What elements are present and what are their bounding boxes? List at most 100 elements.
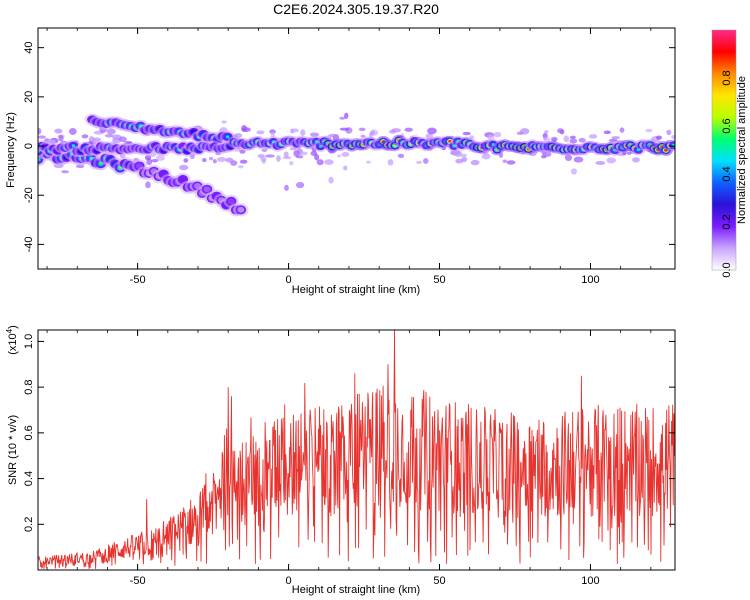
- colorbar-tick-label: 0.2: [721, 214, 733, 229]
- snr-series-line: [38, 330, 675, 570]
- figure-title: C2E6.2024.305.19.37.R20: [273, 1, 439, 17]
- heatmap-cell: [556, 128, 564, 134]
- heatmap-cell: [544, 130, 549, 134]
- heatmap-cell: [368, 132, 374, 138]
- heatmap-cell: [38, 127, 42, 135]
- heatmap-cell: [563, 135, 570, 143]
- spectrogram-ytick-label: 40: [23, 42, 35, 54]
- heatmap-cell: [300, 129, 306, 136]
- snr-xtick-label: -50: [130, 575, 146, 587]
- heatmap-cell: [104, 134, 114, 138]
- heatmap-cell: [454, 150, 463, 158]
- spectrogram-ylabel: Frequency (Hz): [5, 112, 17, 188]
- heatmap-cell: [336, 154, 341, 158]
- heatmap-cell: [146, 158, 153, 166]
- heatmap-cell: [573, 156, 584, 163]
- heatmap-cell: [225, 135, 230, 139]
- snr-panel: -50 0 50 100 1.0 0.8 0.6 0.4 0.2 Height of strai…: [5, 325, 676, 596]
- heatmap-cell: [542, 137, 548, 141]
- heatmap-cell: [358, 127, 366, 131]
- heatmap-cell: [202, 158, 207, 163]
- heatmap-cell: [550, 136, 558, 142]
- heatmap-cell: [316, 159, 324, 166]
- spectrogram-xtick-label: 50: [433, 274, 445, 286]
- heatmap-cell: [603, 130, 611, 135]
- heatmap-cell: [238, 165, 244, 169]
- heatmap-cell: [241, 124, 247, 132]
- spectrogram-ytick-label: 0: [23, 143, 35, 149]
- heatmap-cell: [404, 127, 413, 132]
- heatmap-cell: [619, 127, 625, 133]
- heatmap-cell: [397, 153, 405, 159]
- heatmap-cell: [289, 160, 294, 166]
- snr-xlabel: Height of straight line (km): [292, 584, 420, 596]
- heatmap-cell: [296, 181, 305, 189]
- heatmap-cell: [666, 129, 672, 136]
- heatmap-cell: [119, 136, 127, 143]
- heatmap-cell: [284, 184, 289, 191]
- heatmap-cell: [595, 160, 606, 166]
- heatmap-cell: [61, 170, 69, 174]
- heatmap-cell: [145, 181, 151, 189]
- snr-ylabel: SNR (10 * v/v): [7, 415, 19, 485]
- spectrogram-frame: [37, 27, 676, 270]
- heatmap-cell: [71, 144, 76, 147]
- colorbar-tick-label: 0.0: [721, 262, 733, 277]
- spectrogram-xlabel: Height of straight line (km): [292, 284, 420, 296]
- heatmap-cell: [208, 156, 214, 161]
- heatmap-cell: [183, 158, 189, 163]
- heatmap-cell: [309, 132, 320, 137]
- heatmap-cell: [179, 164, 189, 171]
- spectrogram-heatmap: [38, 112, 675, 217]
- heatmap-cell: [461, 156, 468, 163]
- heatmap-cell: [227, 198, 235, 205]
- heatmap-cell: [343, 165, 348, 171]
- heatmap-cell: [221, 120, 227, 124]
- heatmap-cell: [68, 127, 77, 135]
- heatmap-cell: [324, 159, 334, 165]
- heatmap-cell: [58, 134, 64, 142]
- heatmap-cell: [54, 128, 63, 134]
- spectrogram-ytick-label: -40: [23, 236, 35, 252]
- heatmap-cell: [276, 155, 281, 162]
- heatmap-cell: [387, 159, 394, 166]
- heatmap-cell: [416, 160, 423, 165]
- colorbar-tick-label: 0.4: [721, 166, 733, 181]
- heatmap-cell: [341, 151, 350, 157]
- heatmap-cell: [328, 176, 334, 184]
- heatmap-cell: [291, 128, 299, 133]
- heatmap-cell: [339, 127, 350, 131]
- heatmap-cell: [656, 135, 663, 140]
- heatmap-cell: [502, 159, 507, 163]
- heatmap-cell: [671, 135, 675, 139]
- heatmap-cell: [481, 153, 491, 160]
- spectrogram-ytick-label: -20: [23, 187, 35, 203]
- snr-xtick-label: 100: [581, 575, 599, 587]
- heatmap-cell: [293, 150, 300, 157]
- spectrogram-panel: -50 0 50 100 40 20 0 -20 -40 Height of straight …: [5, 27, 676, 296]
- snr-ytick-label: 1.0: [23, 334, 35, 349]
- heatmap-cell: [298, 151, 308, 156]
- heatmap-cell: [260, 156, 267, 162]
- colorbar-frame: [711, 29, 737, 271]
- heatmap-cell: [261, 148, 268, 153]
- heatmap-cell: [569, 138, 578, 144]
- heatmap-cell: [237, 206, 245, 213]
- heatmap-cell: [265, 154, 275, 158]
- heatmap-cell: [422, 158, 429, 164]
- heatmap-cell: [611, 136, 621, 140]
- heatmap-cell: [608, 138, 618, 142]
- heatmap-cell: [470, 159, 480, 166]
- heatmap-cell: [179, 176, 187, 183]
- heatmap-cell: [564, 154, 573, 161]
- heatmap-cell: [645, 128, 653, 133]
- snr-multiplier: (x104): [5, 325, 20, 355]
- colorbar-swatch: [712, 30, 736, 270]
- colorbar-ticks: 0.0 0.2 0.4 0.6 0.8: [721, 70, 733, 277]
- heatmap-cell: [569, 135, 576, 140]
- spectrogram-ticks: -50 0 50 100 40 20 0 -20 -40: [23, 28, 675, 286]
- heatmap-cell: [366, 160, 371, 164]
- heatmap-cell: [632, 157, 640, 163]
- heatmap-cell: [239, 159, 248, 164]
